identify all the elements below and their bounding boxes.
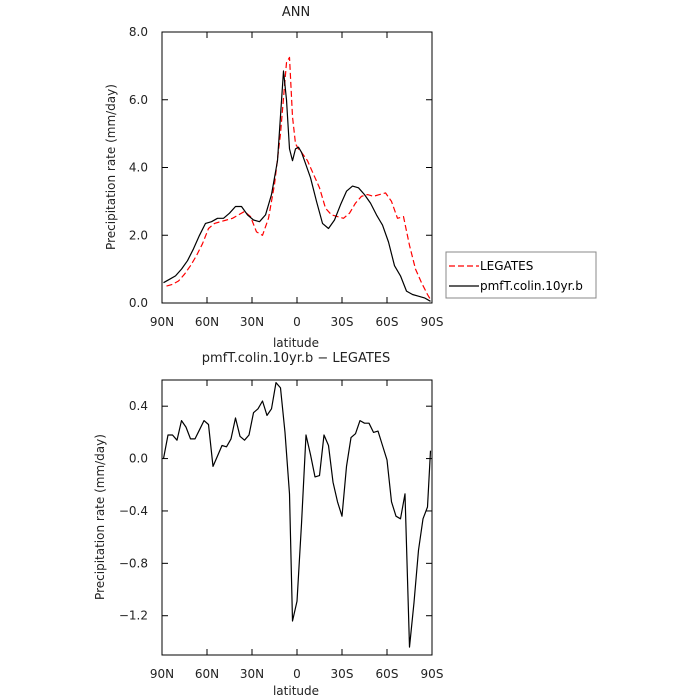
bottom-chart-title: pmfT.colin.10yr.b − LEGATES bbox=[202, 351, 390, 366]
top-x-axis-label: latitude bbox=[273, 336, 319, 350]
top-x-tick-label: 60S bbox=[376, 315, 399, 329]
bottom-ticks: 90N 60N 30N 0 30S 60S 90S 0.4 0.0 −0.4 −0.8 −1.2 bbox=[119, 380, 444, 681]
bottom-x-tick-label: 90N bbox=[150, 667, 174, 681]
bottom-x-tick-label: 0 bbox=[293, 667, 301, 681]
top-y-tick-label: 4.0 bbox=[129, 161, 148, 175]
bottom-y-tick-label: −1.2 bbox=[119, 609, 148, 623]
top-y-tick-label: 0.0 bbox=[129, 296, 148, 310]
top-x-tick-label: 60N bbox=[195, 315, 219, 329]
bottom-x-tick-label: 60S bbox=[376, 667, 399, 681]
top-x-tick-label: 30S bbox=[331, 315, 354, 329]
top-series-line-legates bbox=[166, 56, 432, 300]
top-x-tick-label: 90S bbox=[421, 315, 444, 329]
bottom-x-tick-label: 30S bbox=[331, 667, 354, 681]
top-y-tick-label: 6.0 bbox=[129, 93, 148, 107]
top-plot-frame bbox=[161, 31, 433, 304]
bottom-y-axis-label: Precipitation rate (mm/day) bbox=[93, 434, 107, 600]
bottom-y-tick-label: 0.4 bbox=[129, 399, 148, 413]
bottom-y-tick-label: −0.8 bbox=[119, 556, 148, 570]
top-y-tick-label: 2.0 bbox=[129, 228, 148, 242]
top-series-line-pmft-colin-10yr-b bbox=[163, 70, 431, 302]
top-ticks: 90N 60N 30N 0 30S 60S 90S 0.0 2.0 4.0 6.0 8.0 bbox=[129, 25, 444, 329]
top-chart-title: ANN bbox=[282, 5, 310, 20]
top-x-tick-label: 30N bbox=[240, 315, 264, 329]
bottom-y-tick-label: 0.0 bbox=[129, 452, 148, 466]
bottom-plot-frame bbox=[161, 379, 433, 656]
bottom-x-tick-label: 90S bbox=[421, 667, 444, 681]
top-x-tick-label: 0 bbox=[293, 315, 301, 329]
top-plot-area: 90N 60N 30N 0 30S 60S 90S 0.0 2.0 4.0 6.0 8.0 bbox=[129, 25, 444, 329]
legend-label-legates: LEGATES bbox=[480, 259, 533, 273]
legend-box bbox=[445, 251, 597, 299]
legend: LEGATES pmfT.colin.10yr.b bbox=[445, 251, 597, 299]
bottom-series bbox=[162, 382, 432, 648]
top-x-tick-label: 90N bbox=[150, 315, 174, 329]
bottom-x-axis-label: latitude bbox=[273, 684, 319, 698]
bottom-x-tick-label: 60N bbox=[195, 667, 219, 681]
top-series bbox=[163, 56, 432, 302]
bottom-x-tick-label: 30N bbox=[240, 667, 264, 681]
bottom-plot-area: 90N 60N 30N 0 30S 60S 90S 0.4 0.0 −0.4 −0.8 −1.2 bbox=[119, 379, 444, 681]
top-y-axis-label: Precipitation rate (mm/day) bbox=[104, 84, 118, 250]
bottom-y-tick-label: −0.4 bbox=[119, 504, 148, 518]
legend-label-model: pmfT.colin.10yr.b bbox=[480, 279, 583, 293]
bottom-series-line-0 bbox=[162, 382, 432, 648]
top-y-tick-label: 8.0 bbox=[129, 25, 148, 39]
